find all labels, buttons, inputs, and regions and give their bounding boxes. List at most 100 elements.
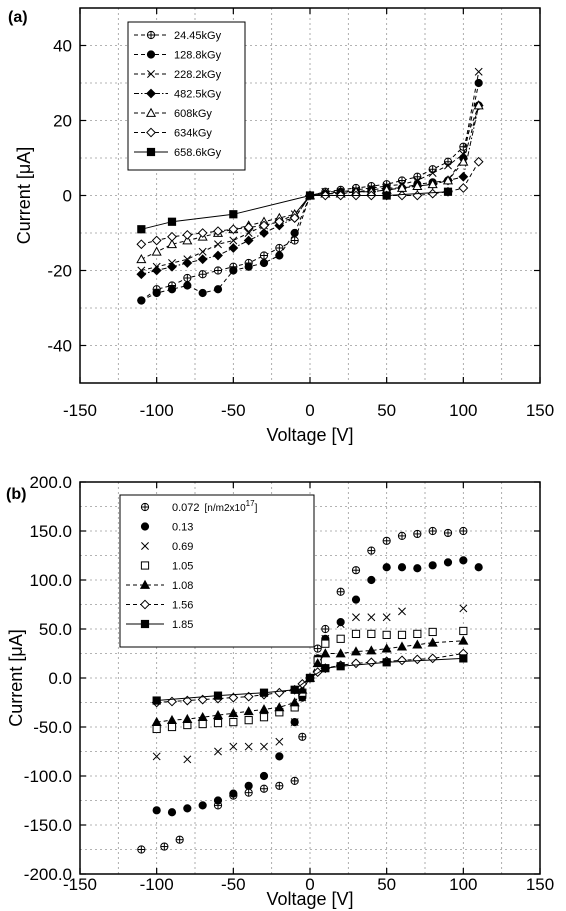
legend-marker [146, 50, 156, 59]
marker-shape [136, 254, 147, 264]
marker-shape [152, 806, 161, 815]
data-point [197, 711, 208, 722]
data-point [151, 235, 162, 246]
marker-shape [182, 713, 193, 724]
marker-shape [212, 710, 224, 720]
marker-shape [228, 708, 239, 718]
data-point [336, 587, 345, 596]
marker-shape [136, 239, 147, 250]
marker-shape [197, 228, 208, 238]
marker-shape [198, 719, 207, 729]
data-point [244, 781, 253, 790]
data-series [136, 67, 484, 305]
data-point [336, 618, 345, 627]
data-point [427, 179, 438, 189]
legend: 0.072 [n/m2x1017] 0.13 0.69 1.05 1.08 1.56 1.85 [119, 494, 315, 648]
legend-marker [146, 147, 156, 157]
data-point [473, 156, 484, 167]
legend-series-name: 1.56 [172, 600, 193, 612]
data-point [152, 288, 161, 298]
data-point [428, 627, 437, 637]
marker-shape [289, 213, 300, 223]
marker-shape [198, 801, 207, 810]
legend-label: 24.45kGy [174, 30, 222, 42]
data-point [473, 100, 484, 110]
data-point [350, 646, 362, 656]
data-point [229, 718, 238, 727]
legend-series-name: 634kGy [174, 128, 212, 140]
data-point [197, 694, 208, 705]
marker-shape [259, 228, 269, 238]
data-point [442, 175, 454, 185]
marker-shape [213, 796, 223, 805]
legend-item: 634kGy [134, 128, 212, 140]
data-point [428, 526, 437, 536]
marker-shape [458, 156, 469, 166]
legend-marker [146, 127, 156, 138]
marker-stroke [214, 747, 222, 756]
data-point [213, 691, 223, 700]
marker-shape [167, 285, 177, 294]
marker-shape [213, 226, 223, 237]
data-point [167, 231, 177, 242]
marker-shape [198, 288, 207, 298]
data-point [167, 696, 177, 707]
marker-shape [458, 171, 469, 182]
data-point [289, 697, 300, 707]
y-tick-label: 0 [63, 187, 72, 206]
legend-item: 608kGy [134, 107, 212, 120]
data-point [413, 564, 422, 573]
series-line [141, 191, 449, 230]
y-tick-label: 50.0 [39, 620, 72, 639]
legend-marker [140, 522, 150, 531]
marker-shape [473, 156, 484, 167]
marker-shape [228, 692, 239, 703]
axis-ticks: -150 -100 -50 0 50 100 150 -200.0 -150.0 -100.0 -5… [24, 473, 554, 894]
y-tick-label: -150.0 [24, 816, 72, 835]
data-point [274, 216, 285, 227]
marker-shape [151, 246, 162, 256]
marker-stroke [459, 604, 468, 613]
marker-shape [336, 618, 345, 627]
x-tick-label: -100 [140, 875, 174, 894]
data-point [290, 718, 299, 727]
legend-series-name: 658.6kGy [174, 147, 222, 159]
x-tick-label: -150 [63, 875, 97, 894]
data-point [382, 536, 391, 545]
legend-series-name: 0.072 [172, 502, 200, 514]
marker-shape [382, 563, 391, 572]
marker-shape [351, 595, 361, 604]
data-point [275, 752, 284, 761]
x-tick-label: 100 [449, 875, 477, 894]
legend-item: 1.85 [126, 619, 193, 631]
data-point [427, 653, 438, 664]
data-point [182, 258, 193, 268]
data-point [275, 243, 284, 253]
panel-label: (a) [8, 9, 28, 26]
marker-shape [459, 556, 468, 565]
marker-stroke [244, 229, 253, 237]
marker-stroke [214, 240, 222, 249]
y-tick-label: -50.0 [33, 718, 72, 737]
data-point [413, 629, 422, 638]
legend-marker [140, 599, 150, 610]
marker-stroke [398, 607, 406, 616]
x-tick-label: 50 [377, 401, 396, 420]
data-point [413, 529, 422, 539]
data-point [351, 595, 361, 604]
data-point [136, 239, 147, 250]
marker-shape [397, 655, 407, 666]
marker-stroke [183, 755, 192, 764]
data-point [382, 630, 391, 639]
legend-label: 128.8kGy [174, 50, 222, 62]
data-point [229, 742, 238, 751]
legend-label: 1.56 [172, 600, 193, 612]
x-tick-label: -150 [63, 401, 97, 420]
marker-shape [274, 216, 285, 227]
marker-stroke [428, 169, 437, 177]
data-point [443, 558, 453, 567]
marker-shape [427, 179, 438, 189]
marker-stroke [229, 236, 238, 245]
legend-marker [140, 619, 150, 629]
marker-shape [229, 789, 238, 798]
